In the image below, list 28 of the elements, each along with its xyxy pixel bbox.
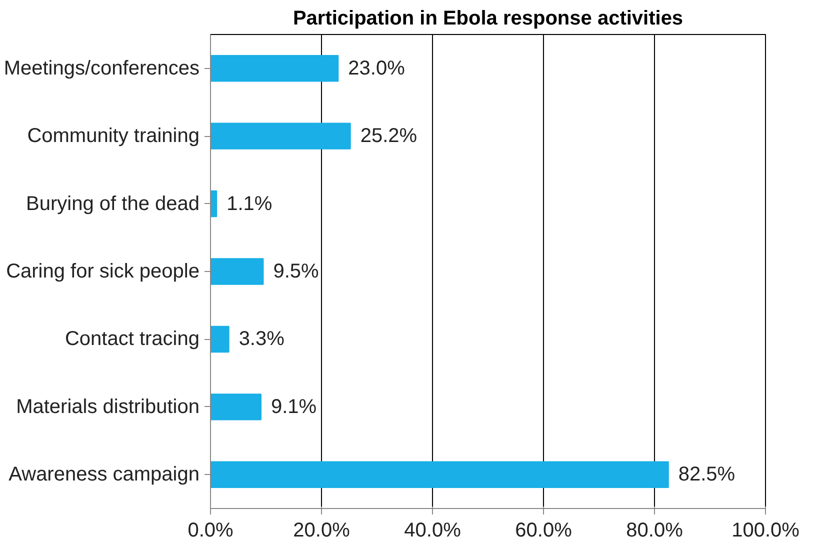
chart-title: Participation in Ebola response activities <box>292 8 684 30</box>
x-tick-label: 40.0% <box>404 520 462 542</box>
y-tick-label: Meetings/conferences <box>4 57 200 80</box>
y-tick-label: Community training <box>27 125 200 148</box>
bar <box>210 258 264 285</box>
y-tick-label: Caring for sick people <box>6 260 200 282</box>
x-tick-label: 0.0% <box>188 520 234 542</box>
x-tick-label: 20.0% <box>293 520 350 542</box>
data-label: 1.1% <box>226 192 272 215</box>
x-tick-label: 100.0% <box>732 520 800 542</box>
bar <box>210 190 218 218</box>
data-label: 9.5% <box>273 260 320 282</box>
y-tick-label: Contact tracing <box>64 328 200 350</box>
bar <box>210 394 262 420</box>
y-tick-label: Burying of the dead <box>26 192 200 215</box>
bar <box>210 326 230 353</box>
data-label: 25.2% <box>360 125 418 148</box>
y-tick-label: Materials distribution <box>16 396 200 418</box>
y-tick-label: Awareness campaign <box>8 464 200 486</box>
x-tick-label: 80.0% <box>626 520 684 542</box>
bar <box>210 461 669 488</box>
data-label: 3.3% <box>238 328 285 350</box>
bar <box>210 122 351 150</box>
data-label: 82.5% <box>678 464 736 486</box>
data-label: 9.1% <box>271 396 317 418</box>
x-tick-label: 60.0% <box>515 520 572 542</box>
bar <box>210 54 339 82</box>
data-label: 23.0% <box>348 57 406 80</box>
